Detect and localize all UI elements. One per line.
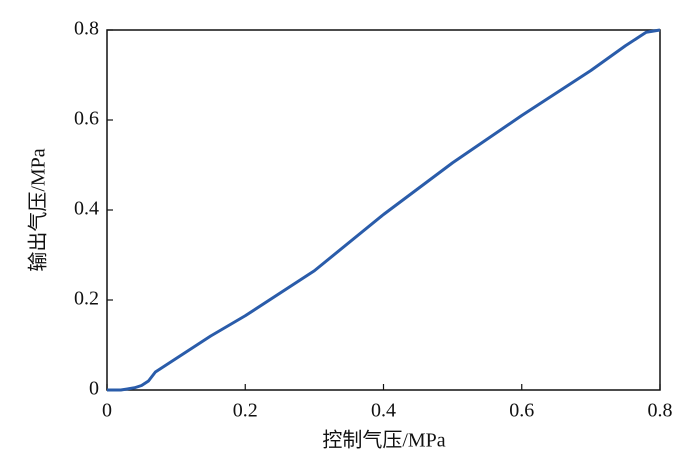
data-line <box>107 28 661 392</box>
x-tick-label: 0 <box>102 400 112 422</box>
plot-frame <box>106 29 661 391</box>
y-tick-label: 0.4 <box>74 198 99 220</box>
x-tick-label: 0.4 <box>371 400 396 422</box>
x-tick-label: 0.8 <box>648 400 673 422</box>
y-axis-label: 输出气压/MPa <box>27 148 50 271</box>
x-axis-label: 控制气压/MPa <box>322 429 445 452</box>
x-tick-label: 0.2 <box>233 400 258 422</box>
y-tick-label: 0 <box>89 378 99 400</box>
x-tick-label: 0.6 <box>509 400 534 422</box>
y-tick-label: 0.6 <box>74 108 99 130</box>
y-tick-label: 0.8 <box>74 18 99 40</box>
y-tick-label: 0.2 <box>74 288 99 310</box>
